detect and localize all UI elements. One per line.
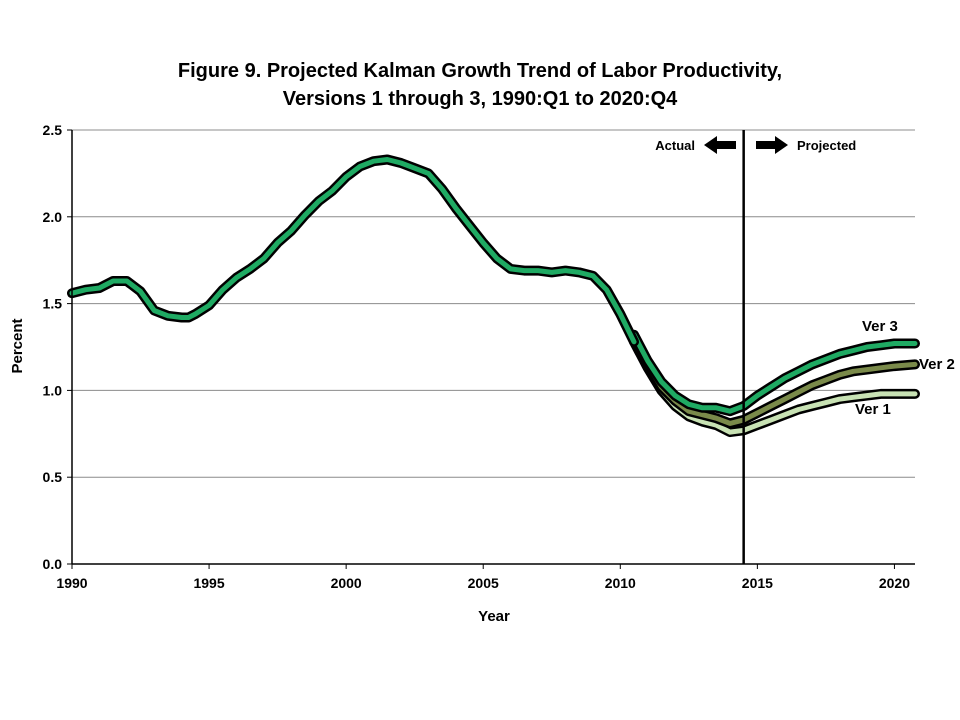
x-tick-label: 2015 — [742, 575, 773, 591]
y-tick-label: 1.0 — [43, 382, 63, 398]
common-history-outline — [67, 154, 639, 347]
x-tick-labels: 1990 1995 2000 2005 2010 2015 2020 — [56, 564, 910, 591]
y-tick-label: 2.0 — [43, 209, 63, 225]
gridlines — [72, 129, 915, 478]
right-arrow-icon — [756, 136, 788, 154]
y-tick-label: 0.0 — [43, 556, 63, 572]
ver3-label: Ver 3 — [862, 318, 898, 335]
ver1-label: Ver 1 — [855, 401, 891, 418]
y-tick-label: 2.5 — [43, 122, 63, 138]
left-arrow-icon — [704, 136, 736, 154]
ver2-label: Ver 2 — [919, 356, 955, 373]
x-tick-label: 1990 — [56, 575, 87, 591]
y-tick-labels: 0.0 0.5 1.0 1.5 2.0 2.5 — [43, 122, 72, 572]
x-tick-label: 2000 — [331, 575, 362, 591]
x-tick-label: 2020 — [879, 575, 910, 591]
series-lines — [67, 154, 920, 438]
y-tick-label: 0.5 — [43, 469, 63, 485]
actual-label: Actual — [655, 138, 695, 153]
x-tick-label: 2005 — [468, 575, 499, 591]
x-axis-label: Year — [478, 608, 510, 625]
y-axis-label: Percent — [9, 318, 26, 373]
y-tick-label: 1.5 — [43, 296, 63, 312]
common-history-line — [69, 157, 637, 345]
chart-title-line2: Versions 1 through 3, 1990:Q1 to 2020:Q4 — [283, 88, 678, 110]
x-tick-label: 1995 — [193, 575, 224, 591]
chart-title-line1: Figure 9. Projected Kalman Growth Trend … — [178, 60, 782, 82]
ver3-line — [631, 332, 918, 414]
projected-label: Projected — [797, 138, 856, 153]
x-tick-label: 2010 — [605, 575, 636, 591]
